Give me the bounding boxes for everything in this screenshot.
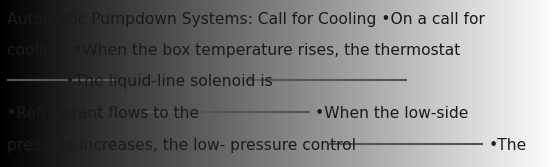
Text: •The: •The <box>488 138 527 153</box>
Text: pressure increases, the low- pressure control: pressure increases, the low- pressure co… <box>7 138 356 153</box>
Text: •The liquid-line solenoid is: •The liquid-line solenoid is <box>7 74 273 89</box>
Text: •Refrigerant flows to the: •Refrigerant flows to the <box>7 106 199 121</box>
Text: •When the low-side: •When the low-side <box>315 106 469 121</box>
Text: Automatic Pumpdown Systems: Call for Cooling •On a call for: Automatic Pumpdown Systems: Call for Coo… <box>7 12 485 27</box>
Text: cooling: •When the box temperature rises, the thermostat: cooling: •When the box temperature rises… <box>7 43 460 58</box>
